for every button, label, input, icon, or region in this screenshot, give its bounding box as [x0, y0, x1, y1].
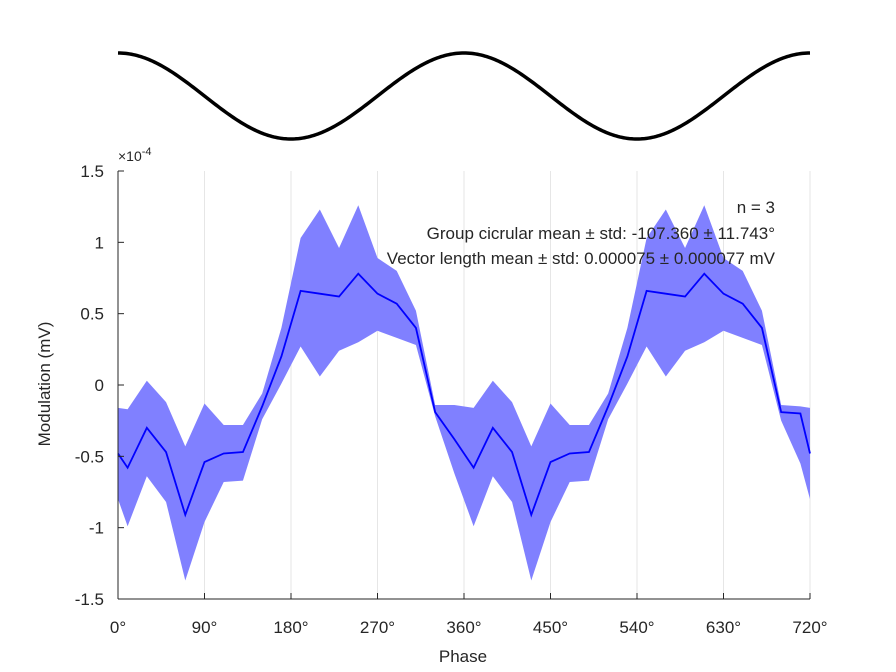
x-tick-label: 180° — [273, 618, 308, 637]
mean-line — [117, 272, 811, 518]
x-tick-label: 270° — [360, 618, 395, 637]
annotation-vector-length: Vector length mean ± std: 0.000075 ± 0.0… — [387, 249, 776, 268]
y-tick-label: 0.5 — [80, 305, 104, 324]
y-tick-label: -1.5 — [75, 590, 104, 609]
x-tick-label: 90° — [192, 618, 218, 637]
annotation-circular-mean: Group cicrular mean ± std: -107.360 ± 11… — [427, 224, 775, 243]
std-band-layer — [118, 205, 810, 581]
y-tick-label: 1.5 — [80, 162, 104, 181]
y-tick-label: 0 — [95, 376, 104, 395]
tick-label-layer: -1.5 -1 -0.5 0 0.5 1 1.5 0° 90° 180° 270° 360° 450° 5… — [75, 162, 828, 637]
x-tick-label: 630° — [706, 618, 741, 637]
y-tick-label: -1 — [89, 519, 104, 538]
y-axis-exponent: ×10-4 — [118, 146, 152, 164]
x-tick-label: 540° — [619, 618, 654, 637]
mean-line-layer — [117, 272, 811, 518]
axis-layer — [117, 170, 811, 600]
reference-cosine-panel — [117, 51, 811, 141]
reference-cosine-line — [117, 51, 811, 141]
x-axis-label: Phase — [439, 647, 487, 666]
std-band — [118, 205, 810, 581]
x-tick-label: 0° — [110, 618, 126, 637]
x-tick-label: 450° — [533, 618, 568, 637]
modulation-axes: -1.5 -1 -0.5 0 0.5 1 1.5 0° 90° 180° 270° 360° 450° 5… — [35, 146, 828, 666]
x-tick-label: 720° — [792, 618, 827, 637]
y-axis-label: Modulation (mV) — [35, 322, 54, 447]
y-tick-label: 1 — [95, 233, 104, 252]
x-tick-label: 360° — [446, 618, 481, 637]
y-tick-label: -0.5 — [75, 447, 104, 466]
annotation-n: n = 3 — [737, 198, 775, 217]
